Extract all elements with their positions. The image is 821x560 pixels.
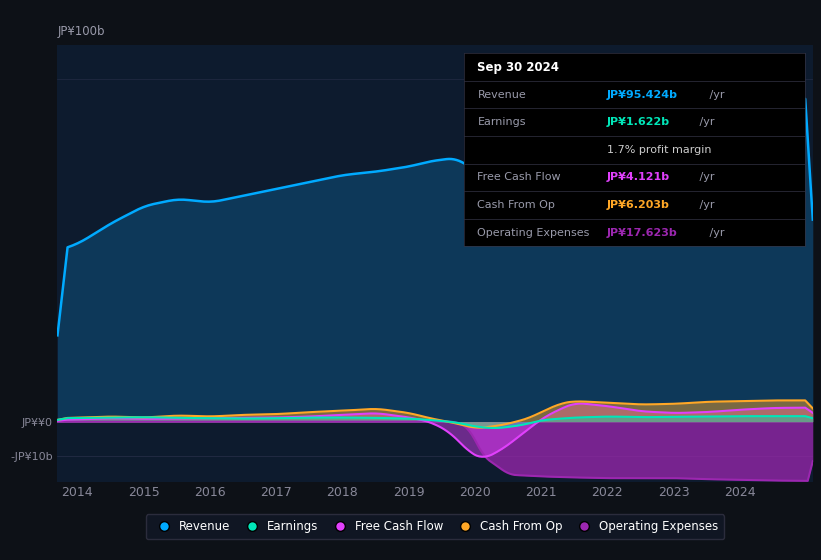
Text: /yr: /yr (696, 200, 715, 210)
Text: /yr: /yr (706, 227, 724, 237)
Text: Earnings: Earnings (478, 117, 526, 127)
Text: Operating Expenses: Operating Expenses (478, 227, 589, 237)
Text: JP¥1.622b: JP¥1.622b (607, 117, 670, 127)
Legend: Revenue, Earnings, Free Cash Flow, Cash From Op, Operating Expenses: Revenue, Earnings, Free Cash Flow, Cash … (146, 514, 724, 539)
Text: /yr: /yr (706, 90, 724, 100)
Text: JP¥100b: JP¥100b (57, 25, 105, 38)
Text: Sep 30 2024: Sep 30 2024 (478, 60, 559, 73)
Text: Free Cash Flow: Free Cash Flow (478, 172, 561, 183)
Text: JP¥4.121b: JP¥4.121b (607, 172, 670, 183)
Text: JP¥6.203b: JP¥6.203b (607, 200, 670, 210)
Text: /yr: /yr (696, 172, 715, 183)
Text: Revenue: Revenue (478, 90, 526, 100)
Text: 1.7% profit margin: 1.7% profit margin (607, 145, 712, 155)
Text: Cash From Op: Cash From Op (478, 200, 555, 210)
Text: /yr: /yr (696, 117, 715, 127)
Text: JP¥95.424b: JP¥95.424b (607, 90, 678, 100)
Text: JP¥17.623b: JP¥17.623b (607, 227, 677, 237)
